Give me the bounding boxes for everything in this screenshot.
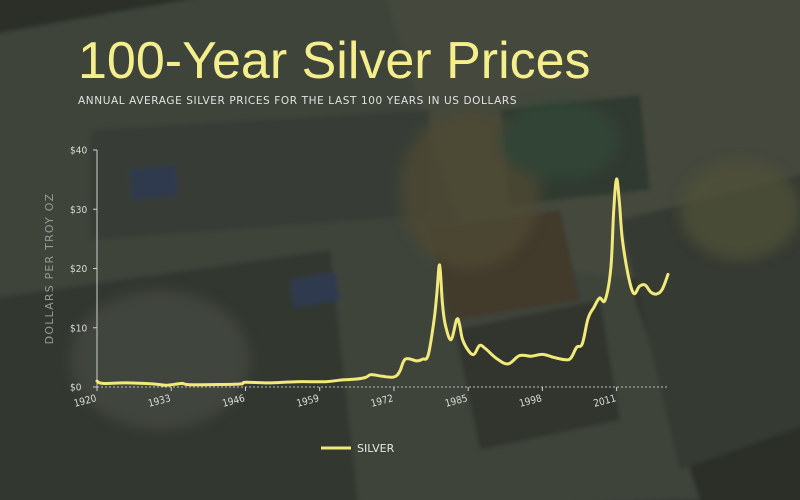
y-tick-label: $30 <box>70 205 87 216</box>
legend-label-silver: SILVER <box>357 442 395 455</box>
y-tick-label: $40 <box>70 146 87 157</box>
x-tick-label: 1959 <box>296 393 321 410</box>
x-tick-label: 1985 <box>444 393 469 410</box>
chart-title: 100-Year Silver Prices <box>78 32 591 90</box>
x-tick-label: 1933 <box>147 393 172 410</box>
x-tick-label: 2011 <box>592 393 617 410</box>
y-tick-label: $20 <box>70 264 87 275</box>
legend: SILVER <box>321 442 395 455</box>
x-tick-label: 1920 <box>73 393 98 410</box>
series-layer <box>95 177 670 387</box>
series-line-silver <box>95 177 670 387</box>
x-tick-label: 1998 <box>518 393 543 410</box>
y-tick-label: $10 <box>70 323 87 334</box>
y-tick-label: $0 <box>70 383 82 394</box>
x-tick-label: 1972 <box>370 393 395 410</box>
chart-subtitle: Annual average silver prices for the las… <box>78 95 518 107</box>
y-axis-label: DOLLARS PER TROY OZ <box>43 193 56 345</box>
axes: $0 $10 $20 $30 $40 1920 1933 1946 1959 1972 1985 19… <box>43 146 668 410</box>
x-tick-label: 1946 <box>221 393 246 410</box>
